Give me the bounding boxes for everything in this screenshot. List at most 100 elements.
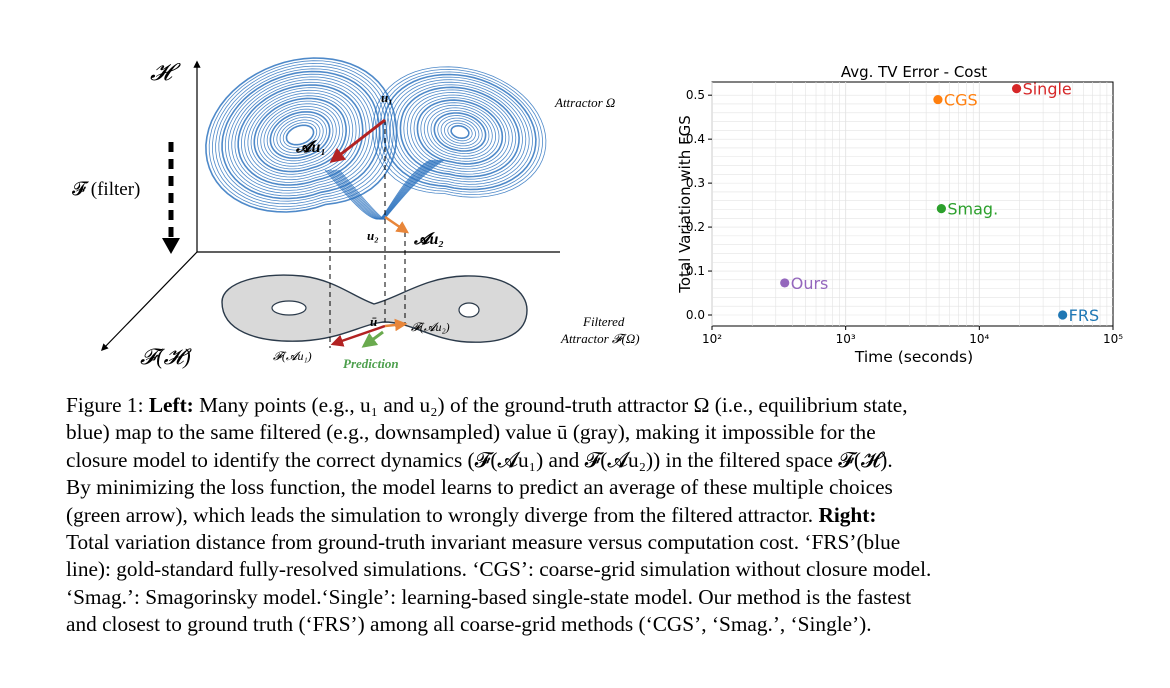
attractor-loop [244, 89, 357, 181]
attractor-loop [221, 70, 381, 200]
data-point-smag [936, 204, 946, 214]
chart-xlabel: Time (seconds) [854, 348, 973, 366]
arrow-au1 [329, 118, 386, 163]
attractor-tail [329, 159, 436, 220]
data-point-frs [1058, 310, 1068, 320]
label-au2: 𝓐u₂ [413, 231, 444, 248]
chart-ticks: 10² 10³ 10⁴ 10⁵ 0.0 0.1 0.2 0.3 0.4 0.5 [686, 88, 1123, 346]
attractor-loop [423, 104, 496, 160]
attractor-loop [205, 57, 398, 213]
attractor-loop [228, 76, 374, 194]
caption-line-2: blue) map to the same filtered (e.g., do… [66, 420, 876, 445]
caption-line-6: Total variation distance from ground-tru… [66, 530, 901, 555]
attractor-loop [420, 102, 500, 162]
attractor-loop [399, 86, 520, 178]
attractor-loop [396, 84, 523, 180]
caption-figure-number: Figure 1: [66, 393, 149, 417]
attractor-loop [218, 68, 384, 202]
attractor-loop [269, 111, 331, 159]
caption-right-heading: Right: [818, 502, 877, 527]
label-fau2: 𝓕(𝓐u₂) [411, 320, 450, 334]
attractor-loop [266, 108, 334, 162]
y-tick-label: 0.1 [686, 264, 705, 278]
attractor-loop [208, 60, 394, 210]
left-panel: 𝓗 𝓕(𝓗) 𝓕 (filter) Attractor Ω Filtered A… [72, 57, 640, 371]
x-tick-label: 10⁴ [969, 332, 989, 346]
label-ubar: ū [370, 314, 377, 329]
attractor-loop [279, 119, 321, 151]
attractor-loop [389, 79, 530, 185]
filter-label: 𝓕 (filter) [72, 179, 140, 200]
attractor-loop [263, 106, 337, 164]
chart-points: Ours CGS Single Smag. FRS [780, 80, 1099, 325]
attractor-loop [285, 124, 315, 146]
filtered-attractor [221, 274, 528, 343]
attractor-loop [393, 81, 527, 183]
data-label-cgs: CGS [944, 91, 978, 110]
attractor-tail [324, 159, 431, 220]
attractor-loop [433, 112, 487, 152]
data-point-cgs [933, 94, 943, 105]
attractor-loop [282, 122, 318, 148]
figure: 𝓗 𝓕(𝓗) 𝓕 (filter) Attractor Ω Filtered A… [72, 57, 1123, 371]
label-fau1: 𝓕(𝓐u₁) [273, 349, 312, 363]
caption-line-9: and closest to ground truth (‘FRS’) amon… [66, 612, 872, 637]
filter-arrow-head [162, 238, 180, 254]
attractor-loop [224, 73, 377, 197]
caption-line-7: line): gold-standard fully-resolved simu… [66, 557, 932, 582]
figure-caption: Figure 1: Left: Many points (e.g., u₁ an… [66, 392, 1126, 639]
caption-text-5: (green arrow), which leads the simulatio… [66, 502, 819, 527]
attractor-loop [379, 71, 540, 193]
caption-line-1: Figure 1: Left: Many points (e.g., u₁ an… [66, 392, 1126, 419]
x-tick-label: 10⁵ [1103, 332, 1123, 346]
y-tick-label: 0.3 [686, 176, 705, 190]
attractor-loop [406, 92, 513, 172]
arrow-fau1 [330, 324, 386, 347]
attractor-loop [443, 120, 476, 144]
attractor-loop [247, 92, 354, 178]
label-prediction: Prediction [343, 356, 399, 371]
attractor-loop [260, 103, 341, 167]
attractor-loop [241, 87, 360, 183]
y-tick-label: 0.2 [686, 220, 705, 234]
attractor-tail [334, 159, 440, 220]
data-label-ours: Ours [791, 274, 829, 293]
filtered-hole-left [271, 300, 307, 316]
attractor-loop [430, 109, 490, 155]
filtered-label-2: Attractor 𝓕(Ω) [560, 331, 640, 346]
data-point-single [1011, 83, 1022, 94]
filtered-hole-right [458, 302, 480, 318]
y-tick-label: 0.0 [686, 308, 705, 322]
data-label-smag: Smag. [947, 200, 998, 219]
caption-line-3: closure model to identify the correct dy… [66, 447, 893, 472]
attractor-loop [376, 68, 544, 196]
attractor-loop [215, 65, 387, 205]
attractor-label: Attractor Ω [554, 95, 615, 110]
attractor-loop [427, 107, 493, 157]
plot-frame [711, 81, 1114, 327]
attractor-loop [450, 125, 470, 139]
arrow-prediction [361, 330, 384, 348]
attractor [205, 57, 547, 220]
data-label-frs: FRS [1069, 306, 1099, 325]
x-tick-label: 10³ [836, 332, 856, 346]
label-u2: u₂ [367, 228, 379, 243]
attractor-loop [386, 76, 533, 188]
attractor-loop [440, 117, 480, 147]
x-tick-label: 10² [702, 332, 722, 346]
attractor-loop [382, 73, 537, 191]
attractor-loop [403, 89, 517, 175]
chart-title: Avg. TV Error - Cost [841, 63, 987, 81]
attractor-loop [231, 79, 370, 191]
data-point-ours [780, 278, 790, 288]
filtered-label-1: Filtered [582, 314, 625, 329]
label-u1: u₁ [381, 90, 393, 105]
axis-depth [100, 251, 198, 352]
arrow-au2 [384, 215, 410, 234]
arrow-fau2 [384, 318, 408, 332]
y-tick-label: 0.4 [686, 132, 705, 146]
attractor-loop [372, 66, 547, 198]
chart: 10² 10³ 10⁴ 10⁵ 0.0 0.1 0.2 0.3 0.4 0.5 Ours CGS Si… [676, 63, 1123, 366]
attractor-loop [413, 97, 507, 167]
axis-h-label: 𝓗 [150, 60, 181, 86]
